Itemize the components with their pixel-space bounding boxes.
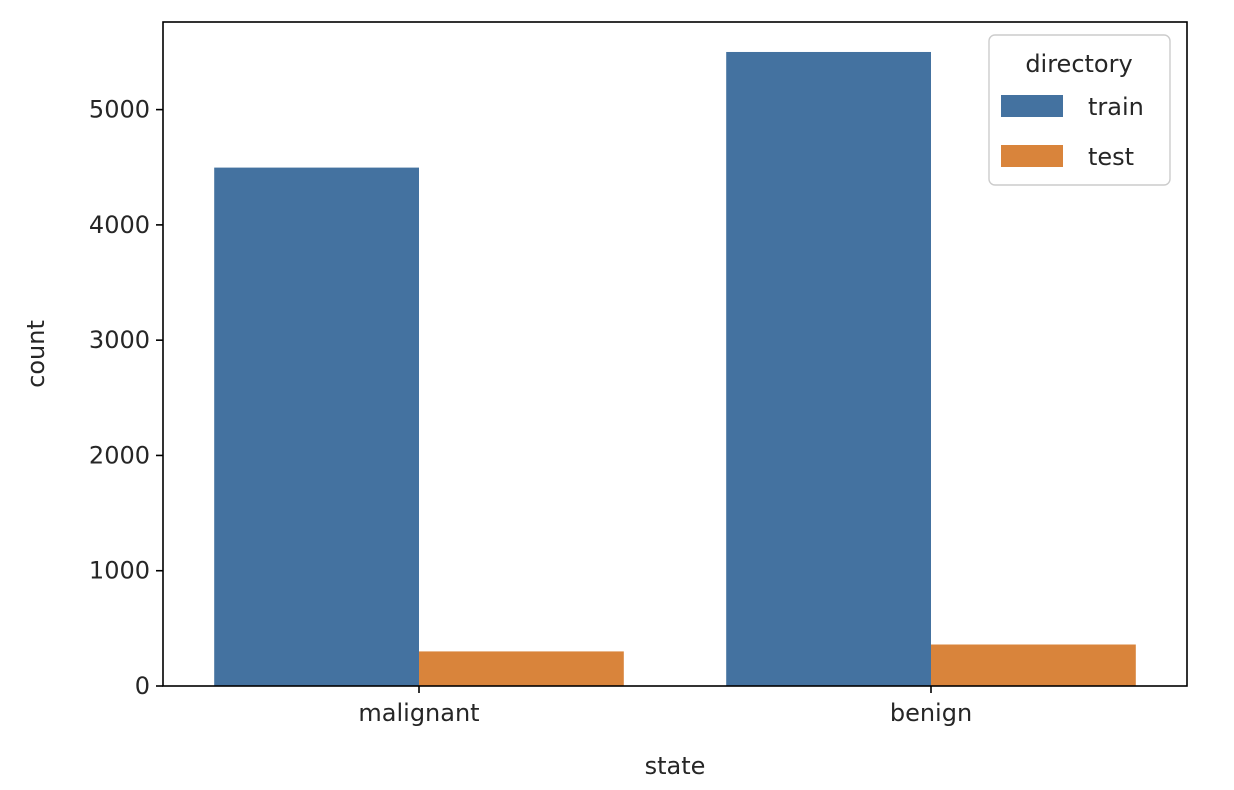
bars-group	[214, 51, 1136, 687]
legend-label-test: test	[1088, 143, 1134, 171]
x-tick-label: malignant	[358, 699, 479, 727]
y-tick-label: 1000	[89, 557, 150, 585]
x-axis-label: state	[645, 752, 706, 780]
y-tick-label: 0	[135, 672, 150, 700]
bar-test-benign	[931, 644, 1136, 686]
y-tick-label: 4000	[89, 211, 150, 239]
x-axis-ticks: malignant benign	[358, 686, 972, 727]
y-tick-label: 3000	[89, 326, 150, 354]
legend-label-train: train	[1088, 93, 1144, 121]
y-axis-label: count	[22, 320, 50, 388]
x-tick-label: benign	[890, 699, 972, 727]
legend: directory train test	[988, 34, 1171, 186]
legend-swatch-train	[1001, 95, 1063, 117]
y-tick-label: 2000	[89, 441, 150, 469]
bar-train-benign	[726, 51, 931, 686]
plot-frame	[162, 21, 1188, 687]
y-axis-ticks: 0 1000 2000 3000 4000 5000	[89, 96, 163, 700]
legend-title: directory	[1025, 50, 1132, 78]
legend-swatch-test	[1001, 145, 1063, 167]
y-tick-label: 5000	[89, 96, 150, 124]
bar-train-malignant	[214, 167, 419, 687]
bar-test-malignant	[419, 651, 624, 686]
